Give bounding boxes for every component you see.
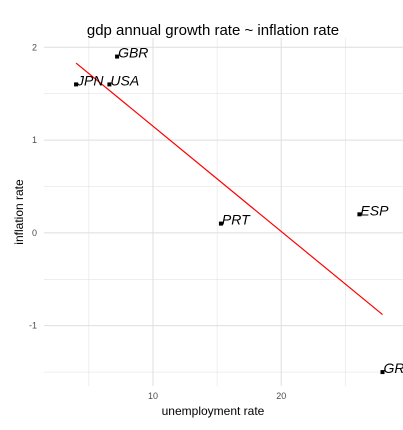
point-label: GBR [118,45,148,61]
point-label: ESP [360,202,389,218]
trend-line [75,62,383,316]
data-point [74,82,79,87]
point-labels: GBR JPN USA PRT ESP GRC [76,45,403,377]
grid-lines [44,38,403,386]
point-label: PRT [222,212,251,228]
data-point [357,212,362,217]
y-tick-label: 2 [32,42,37,52]
axis-ticks: 10 20 -1 0 1 2 [29,42,286,401]
x-axis-title: unemployment rate [162,404,265,418]
data-point [380,370,385,375]
x-tick-label: 10 [148,391,158,401]
data-point [218,221,223,226]
y-tick-label: -1 [29,321,37,331]
data-point [107,82,112,87]
data-point [115,54,120,59]
point-label: JPN [76,72,104,88]
point-label: GRC [383,360,403,376]
chart-title: gdp annual growth rate ~ inflation rate [87,22,339,39]
data-points [74,54,385,375]
trend-line-layer [75,62,383,316]
y-axis-title: inflation rate [12,179,26,245]
y-tick-label: 0 [32,228,37,238]
y-tick-label: 1 [32,135,37,145]
point-label: USA [110,72,139,88]
x-tick-label: 20 [276,391,286,401]
